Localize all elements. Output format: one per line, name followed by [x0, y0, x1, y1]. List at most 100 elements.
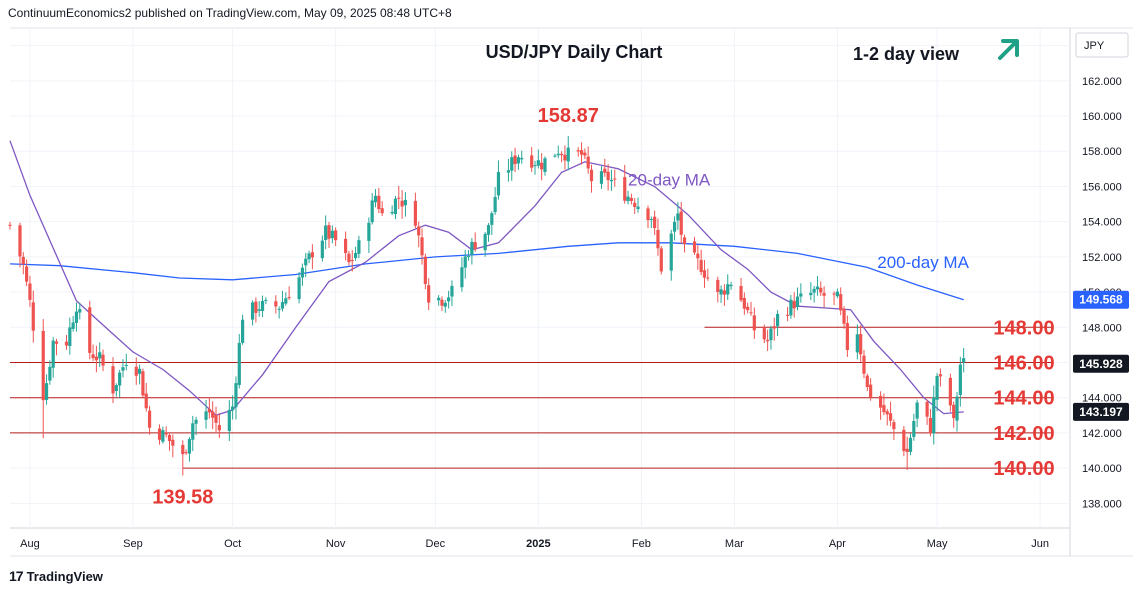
candles [8, 135, 966, 476]
candle-body [892, 422, 896, 430]
candle-body [470, 241, 474, 256]
candle-body [217, 425, 221, 431]
x-tick-label: Jun [1031, 538, 1049, 550]
candle-body [423, 256, 427, 284]
level-label: 146.00 [993, 353, 1054, 375]
candle [194, 416, 198, 435]
candle [423, 253, 427, 290]
candle [543, 156, 547, 176]
candle-body [111, 366, 115, 394]
candle-body [41, 330, 45, 401]
tradingview-logo-icon: 17 [9, 568, 24, 584]
candle-body [815, 286, 820, 290]
candle-body [885, 411, 889, 415]
candle-body [98, 352, 102, 359]
candle-body [583, 152, 587, 156]
footer-brand[interactable]: 17 TradingView [9, 568, 103, 584]
candle-body [353, 252, 358, 259]
candle [563, 145, 567, 170]
candle-body [450, 285, 454, 297]
candle [134, 357, 138, 385]
candle [397, 185, 401, 210]
candle [330, 225, 334, 244]
candle-body [682, 237, 687, 245]
candle [44, 374, 49, 405]
candle-body [187, 439, 192, 454]
candle-body [902, 429, 906, 451]
candle-body [440, 299, 444, 306]
candle-body [603, 168, 607, 173]
candle-body [719, 289, 723, 295]
candle [260, 295, 265, 318]
candle-body [51, 340, 55, 368]
candle [460, 257, 464, 292]
candle [516, 154, 521, 170]
candle [297, 272, 301, 304]
candle [679, 202, 683, 244]
candle [766, 329, 770, 352]
y-tick-label: 142.000 [1082, 428, 1122, 440]
candle [54, 338, 59, 356]
candle [284, 292, 288, 306]
level-label: 142.00 [993, 423, 1054, 445]
candle [905, 436, 909, 470]
candle-body [118, 372, 122, 386]
candle [447, 290, 451, 309]
candle-body [842, 308, 846, 324]
candle [307, 250, 311, 264]
candle-body [835, 291, 839, 297]
candle [809, 282, 813, 300]
candle-body [134, 366, 138, 376]
candle-body [184, 452, 188, 454]
candle-body [915, 402, 919, 419]
candle [878, 391, 883, 420]
candle [18, 222, 22, 268]
candle-body [380, 208, 384, 214]
candle-body [672, 221, 677, 232]
candle-body [234, 383, 238, 408]
candle-body [214, 415, 218, 423]
candle [589, 164, 594, 193]
candle [486, 223, 491, 242]
candle [530, 147, 534, 173]
candle [859, 325, 863, 362]
candle [646, 205, 650, 229]
candle-body [94, 356, 98, 361]
publisher-line: ContinuumEconomics2 published on Trading… [8, 6, 452, 20]
candle-body [88, 307, 92, 353]
candle [466, 249, 471, 261]
candle-body [749, 312, 753, 314]
candle [171, 434, 175, 458]
candle-body [204, 411, 208, 420]
candle-body [792, 300, 796, 309]
candle [623, 164, 627, 204]
candle-body [257, 309, 261, 311]
candle-body [789, 299, 793, 316]
candle-body [367, 222, 371, 241]
candle [31, 290, 35, 343]
candle-body [330, 230, 334, 239]
candle-body [147, 410, 152, 428]
candle-body [101, 354, 105, 366]
candle [819, 281, 823, 297]
candle-body [726, 284, 730, 295]
candle [855, 324, 859, 360]
candle-body [437, 297, 441, 301]
candle [583, 148, 587, 160]
candle-body [912, 420, 916, 437]
candle [144, 382, 148, 412]
candle [264, 297, 268, 305]
candle [722, 284, 727, 306]
candle-body [194, 419, 198, 424]
candle [586, 146, 590, 174]
candle-body [878, 395, 883, 408]
candle-body [493, 196, 497, 213]
candle-body [277, 308, 281, 310]
candle-body [746, 306, 750, 311]
candle [839, 287, 843, 316]
candle [310, 244, 314, 270]
candle-body [516, 157, 521, 164]
candle-body [785, 314, 790, 316]
candle [908, 433, 913, 456]
